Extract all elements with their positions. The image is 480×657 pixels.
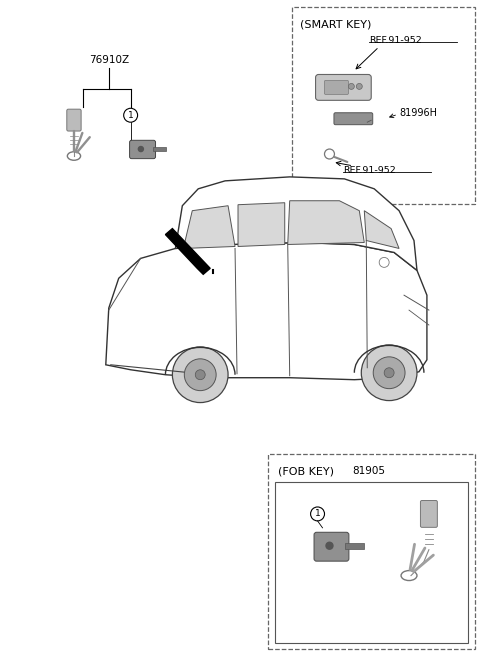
Polygon shape [153,147,166,150]
Text: 1: 1 [315,509,321,518]
Circle shape [348,83,354,89]
Text: REF.91-952: REF.91-952 [343,166,396,175]
FancyBboxPatch shape [324,80,348,95]
Polygon shape [166,229,210,275]
Circle shape [384,368,394,378]
Text: (SMART KEY): (SMART KEY) [300,20,371,30]
Text: 76910Z: 76910Z [89,55,129,64]
Circle shape [373,357,405,389]
Bar [268,454,475,649]
Text: 81905: 81905 [352,466,385,476]
Circle shape [172,347,228,403]
Circle shape [138,147,144,152]
Text: REF.91-952: REF.91-952 [369,36,422,45]
Circle shape [311,507,324,521]
Text: 1: 1 [128,111,133,120]
Polygon shape [364,211,399,248]
Circle shape [361,345,417,401]
Text: 81996H: 81996H [399,108,437,118]
Polygon shape [288,201,364,244]
FancyBboxPatch shape [334,113,373,125]
Bar [275,482,468,643]
Circle shape [184,359,216,391]
Polygon shape [346,543,364,549]
Circle shape [326,542,333,549]
FancyBboxPatch shape [420,501,437,528]
FancyBboxPatch shape [314,532,349,561]
Circle shape [356,83,362,89]
FancyBboxPatch shape [67,109,81,131]
FancyBboxPatch shape [315,74,371,101]
Bar [292,7,475,204]
Polygon shape [106,242,427,380]
Polygon shape [238,203,285,246]
Polygon shape [175,177,417,270]
Circle shape [379,258,389,267]
Text: (FOB KEY): (FOB KEY) [278,466,334,476]
Circle shape [195,370,205,380]
FancyBboxPatch shape [130,141,156,158]
Polygon shape [183,206,235,248]
Circle shape [124,108,138,122]
